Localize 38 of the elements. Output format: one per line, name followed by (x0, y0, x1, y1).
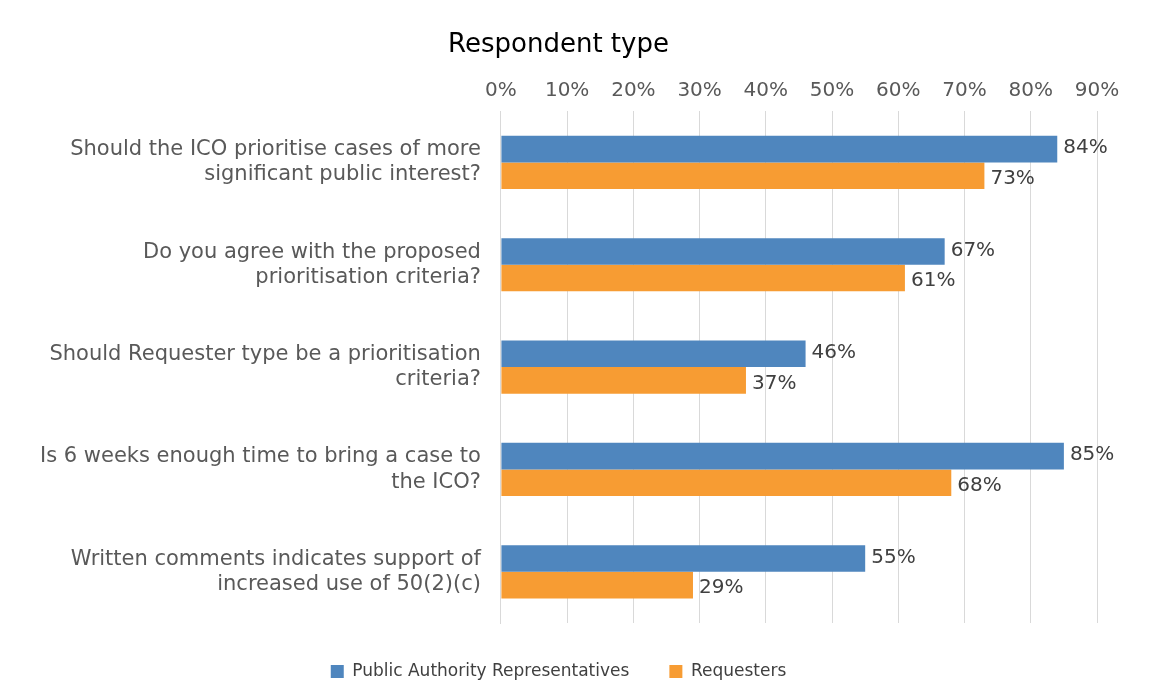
x-tick-label: 80% (1008, 77, 1053, 102)
y-tick-label: Is 6 weeks enough time to bring a case to the ICO? (39, 443, 481, 493)
chart-title: Respondent type (448, 28, 669, 59)
x-tick-label: 0% (485, 77, 517, 102)
bar (501, 442, 1064, 470)
bar (501, 264, 905, 292)
y-tick-label: Written comments indicates support of increased use of 50(2)(c) (70, 545, 482, 595)
x-tick-label: 20% (611, 77, 656, 102)
data-label: 37% (751, 369, 797, 394)
data-label: 55% (871, 543, 916, 568)
bar (501, 135, 1058, 163)
data-label: 46% (811, 339, 857, 363)
data-label: 61% (910, 267, 956, 292)
y-tick-label: Do you agree with the proposed prioritisation criteria? (142, 238, 481, 288)
bar (501, 571, 693, 599)
bar (501, 469, 952, 497)
y-tick-label: Should the ICO prioritise cases of more significant public interest? (70, 136, 481, 186)
x-tick-label: 70% (942, 77, 987, 102)
y-tick-label: Should Requester type be a prioritisation criteria? (49, 340, 481, 391)
legend-label: Public Authority Representatives (352, 659, 630, 680)
data-label: 68% (957, 471, 1002, 496)
data-label: 67% (950, 236, 996, 261)
bar (501, 367, 746, 394)
x-tick-label: 90% (1074, 77, 1120, 102)
data-label: 29% (698, 574, 744, 599)
bar (501, 162, 985, 189)
x-tick-label: 10% (544, 77, 590, 102)
bar (501, 545, 866, 572)
bar (501, 238, 945, 265)
x-tick-label: 50% (809, 77, 855, 102)
data-label: 85% (1069, 441, 1115, 466)
x-tick-label: 40% (743, 77, 789, 102)
data-label: 73% (990, 164, 1035, 189)
legend-label: Requesters (690, 659, 787, 680)
x-tick-label: 60% (876, 77, 921, 102)
data-label: 84% (1063, 134, 1108, 159)
bar (501, 340, 806, 368)
x-tick-label: 30% (677, 77, 722, 102)
